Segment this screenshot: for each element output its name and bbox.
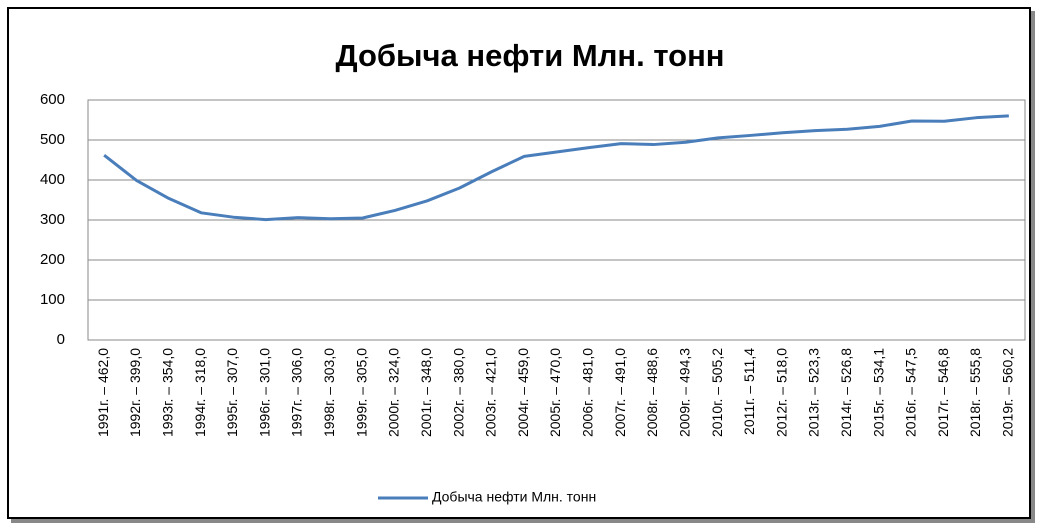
legend-label: Добыча нефти Млн. тонн bbox=[432, 489, 596, 505]
x-tick-label: 2009г. – 494,3 bbox=[676, 348, 692, 437]
x-tick-label: 1993г. – 354,0 bbox=[159, 348, 175, 437]
x-tick-label: 1997г. – 306,0 bbox=[289, 348, 305, 437]
y-tick-label: 200 bbox=[40, 251, 65, 268]
x-tick-label: 2006г. – 481,0 bbox=[580, 348, 596, 437]
x-tick-label: 1996г. – 301,0 bbox=[256, 348, 272, 437]
x-tick-label: 2000г. – 324,0 bbox=[386, 348, 402, 437]
x-tick-label: 2003г. – 421,0 bbox=[483, 348, 499, 437]
x-tick-label: 2012г. – 518,0 bbox=[773, 348, 789, 437]
x-tick-label: 1998г. – 303,0 bbox=[321, 348, 337, 437]
y-tick-label: 500 bbox=[40, 131, 65, 148]
x-tick-label: 2016г. – 547,5 bbox=[903, 348, 919, 437]
x-tick-label: 1999г. – 305,0 bbox=[353, 348, 369, 437]
x-tick-label: 2007г. – 491,0 bbox=[612, 348, 628, 437]
data-line bbox=[103, 114, 1009, 222]
y-tick-label: 600 bbox=[40, 91, 65, 108]
x-tick-label: 2017г. – 546,8 bbox=[935, 348, 951, 437]
x-tick-label: 1995г. – 307,0 bbox=[224, 348, 240, 437]
x-tick-label: 2010г. – 505,2 bbox=[709, 348, 725, 437]
plot-area bbox=[87, 99, 1026, 341]
chart-border bbox=[7, 7, 1031, 519]
y-tick-label: 400 bbox=[40, 171, 65, 188]
x-tick-label: 1991г. – 462,0 bbox=[95, 348, 111, 437]
x-tick-label: 2005г. – 470,0 bbox=[547, 348, 563, 437]
x-tick-label: 2008г. – 488,6 bbox=[644, 348, 660, 437]
x-tick-label: 2018г. – 555,8 bbox=[967, 348, 983, 437]
y-tick-label: 300 bbox=[40, 211, 65, 228]
x-tick-label: 1994г. – 318,0 bbox=[192, 348, 208, 437]
x-tick-label: 2001г. – 348,0 bbox=[418, 348, 434, 437]
x-tick-label: 2013г. – 523,3 bbox=[806, 348, 822, 437]
x-tick-label: 2011г. – 511,4 bbox=[741, 348, 757, 435]
x-tick-label: 1992г. – 399,0 bbox=[127, 348, 143, 437]
x-tick-label: 2014г. – 526,8 bbox=[838, 348, 854, 437]
chart-title: Добыча нефти Млн. тонн bbox=[335, 38, 724, 73]
x-tick-label: 2015г. – 534,1 bbox=[870, 348, 886, 437]
x-tick-label: 2002г. – 380,0 bbox=[450, 348, 466, 437]
x-tick-label: 2004г. – 459,0 bbox=[515, 348, 531, 437]
x-tick-label: 2019г. – 560,2 bbox=[1000, 348, 1016, 437]
y-tick-label: 0 bbox=[57, 331, 65, 348]
y-tick-label: 100 bbox=[40, 291, 65, 308]
